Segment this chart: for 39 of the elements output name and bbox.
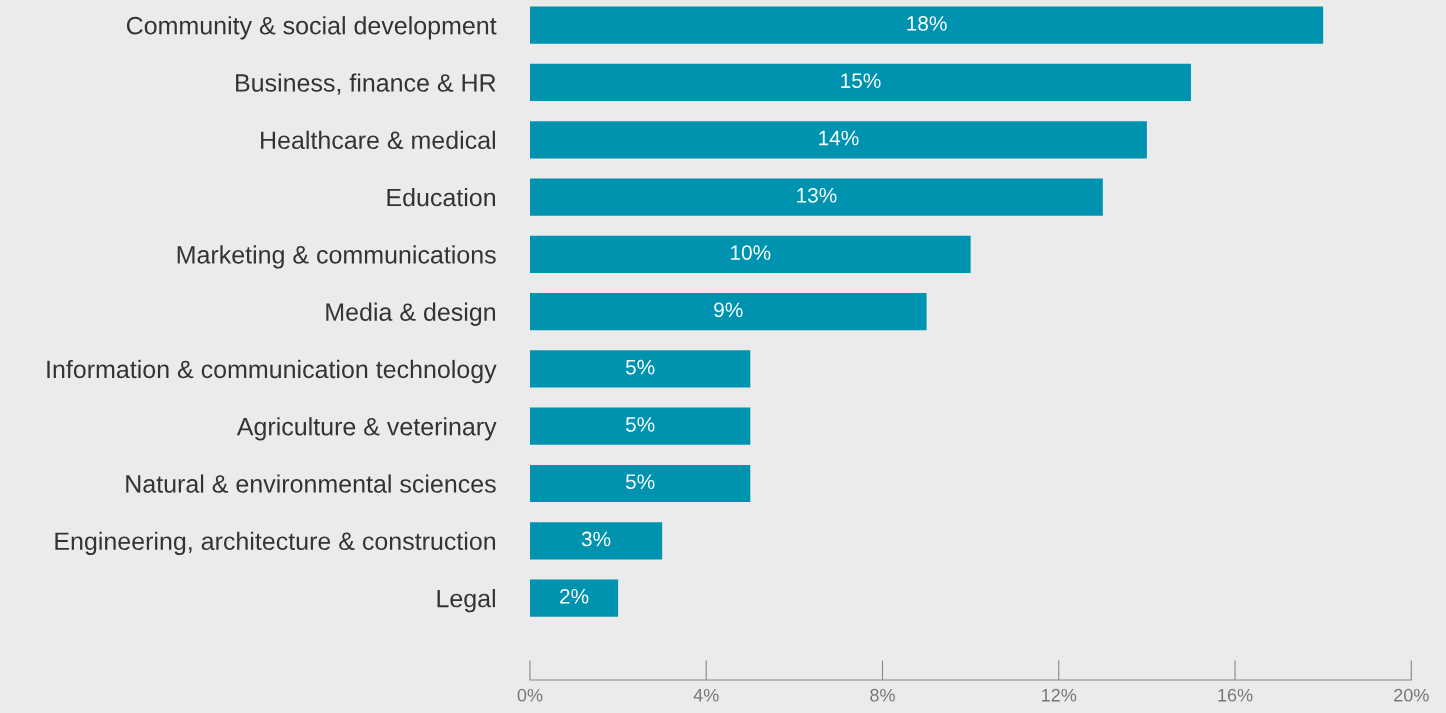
y-tick-label: Education	[387, 188, 496, 207]
bar	[529, 522, 663, 560]
bar	[529, 579, 619, 617]
y-tick-label: Healthcare & medical	[261, 130, 495, 150]
bar	[529, 178, 1103, 216]
data-label: 3%	[581, 531, 611, 547]
x-tick-label: 8%	[870, 688, 895, 702]
x-tick-label: 16%	[1218, 688, 1253, 702]
bar	[529, 63, 1191, 102]
data-label: 5%	[625, 359, 655, 375]
y-tick-label: Community & social development	[126, 16, 497, 40]
data-label: 10%	[731, 245, 771, 260]
bar	[529, 235, 971, 273]
x-tick-label: 0%	[517, 688, 543, 702]
bar	[529, 407, 751, 445]
y-tick-label: Business, finance & HR	[236, 73, 496, 95]
y-tick-label: Legal	[437, 589, 495, 613]
y-tick-label: Information & communication technology	[47, 359, 497, 384]
x-tick-label: 4%	[693, 688, 719, 702]
data-label: 13%	[797, 187, 837, 203]
y-tick-label: Agriculture & veterinary	[236, 417, 497, 441]
bar	[529, 6, 1324, 44]
data-label: 15%	[841, 73, 881, 89]
data-label: 2%	[560, 588, 589, 604]
y-tick-label: Natural & environmental sciences	[126, 474, 496, 493]
data-label: 9%	[714, 302, 743, 318]
y-tick-label: Engineering, architecture & construction	[55, 531, 496, 556]
y-tick-label: Media & design	[326, 302, 496, 326]
bar	[529, 350, 751, 388]
bar	[529, 293, 927, 331]
bar	[529, 121, 1147, 159]
data-label: 5%	[625, 417, 655, 432]
data-label: 14%	[819, 130, 859, 146]
x-tick-label: 12%	[1042, 688, 1077, 702]
data-label: 18%	[907, 16, 947, 31]
x-tick-label: 20%	[1394, 688, 1429, 702]
bar	[529, 464, 751, 503]
y-tick-label: Marketing & communications	[177, 245, 496, 269]
data-label: 5%	[625, 474, 655, 490]
